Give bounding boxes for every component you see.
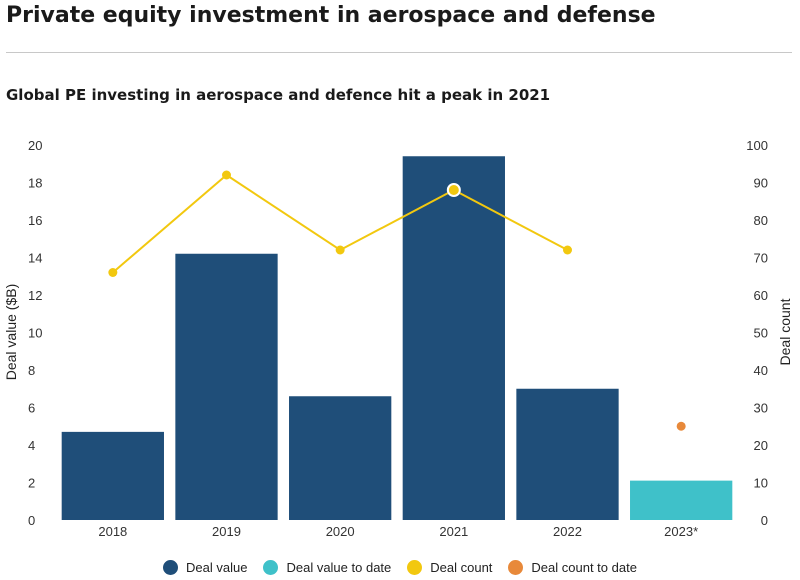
left-axis-tick-label: 10: [28, 326, 42, 341]
point-series: [676, 421, 686, 431]
x-axis-tick-label: 2019: [212, 524, 241, 539]
left-axis-tick-label: 14: [28, 251, 42, 266]
left-axis-tick-label: 18: [28, 176, 42, 191]
legend-swatch-icon: [508, 560, 524, 575]
legend-swatch-icon: [263, 560, 279, 575]
bar: [61, 431, 164, 520]
left-axis-tick-label: 12: [28, 288, 42, 303]
right-axis-tick-label: 40: [754, 363, 768, 378]
left-axis-ticks: 0 2 4 6 8 10 12 14 16 18 20: [28, 138, 42, 528]
right-axis-ticks: 0 10 20 30 40 50 60 70 80 90 100: [746, 138, 768, 528]
right-axis-tick-label: 90: [754, 176, 768, 191]
legend-item-deal-count: Deal count: [407, 560, 492, 575]
bar: [175, 253, 278, 520]
right-axis-tick-label: 20: [754, 438, 768, 453]
data-point: [335, 245, 345, 255]
legend: Deal value Deal value to date Deal count…: [0, 560, 800, 575]
bar: [289, 396, 392, 520]
bar: [630, 480, 733, 520]
left-axis-tick-label: 4: [28, 438, 35, 453]
x-axis-tick-label: 2020: [326, 524, 355, 539]
left-axis-tick-label: 16: [28, 213, 42, 228]
legend-label: Deal value: [186, 560, 248, 575]
x-axis-tick-label: 2023*: [664, 524, 698, 539]
x-axis-tick-label: 2021: [439, 524, 468, 539]
x-axis-tick-label: 2018: [98, 524, 127, 539]
chart-title: Global PE investing in aerospace and def…: [6, 86, 551, 104]
left-axis-tick-label: 0: [28, 513, 35, 528]
right-axis-tick-label: 100: [746, 138, 768, 153]
legend-label: Deal value to date: [286, 560, 392, 575]
right-axis-tick-label: 10: [754, 476, 768, 491]
legend-item-deal-count-to-date: Deal count to date: [508, 560, 637, 575]
line-series: [108, 170, 572, 277]
data-point: [676, 421, 686, 431]
bar: [516, 388, 619, 520]
right-axis-tick-label: 80: [754, 213, 768, 228]
data-point: [222, 170, 231, 180]
data-point: [563, 245, 572, 255]
right-axis-tick-label: 50: [754, 326, 768, 341]
legend-item-deal-value: Deal value: [163, 560, 247, 575]
data-point: [446, 183, 461, 197]
x-axis-ticks: 2018 2019 2020 2021 2022 2023*: [98, 524, 698, 539]
bar-series: [61, 156, 733, 520]
right-axis-tick-label: 30: [754, 401, 768, 416]
x-axis-tick-label: 2022: [553, 524, 582, 539]
combo-chart: 0 2 4 6 8 10 12 14 16 18 20 0 10 20 30 40 50 60 70 80 90 100…: [3, 138, 793, 539]
legend-label: Deal count to date: [531, 560, 637, 575]
right-axis-title: Deal count: [777, 298, 793, 365]
bar: [402, 156, 505, 520]
page-title: Private equity investment in aerospace a…: [6, 3, 656, 28]
right-axis-tick-label: 70: [754, 251, 768, 266]
left-axis-tick-label: 20: [28, 138, 42, 153]
legend-label: Deal count: [430, 560, 493, 575]
right-axis-tick-label: 0: [761, 513, 768, 528]
data-point: [108, 268, 118, 277]
legend-swatch-icon: [407, 560, 423, 575]
legend-swatch-icon: [163, 560, 179, 575]
left-axis-tick-label: 8: [28, 363, 35, 378]
left-axis-tick-label: 6: [28, 401, 35, 416]
left-axis-title: Deal value ($B): [3, 284, 19, 381]
legend-item-deal-value-to-date: Deal value to date: [263, 560, 391, 575]
right-axis-tick-label: 60: [754, 288, 768, 303]
title-divider: [6, 52, 792, 53]
left-axis-tick-label: 2: [28, 476, 35, 491]
